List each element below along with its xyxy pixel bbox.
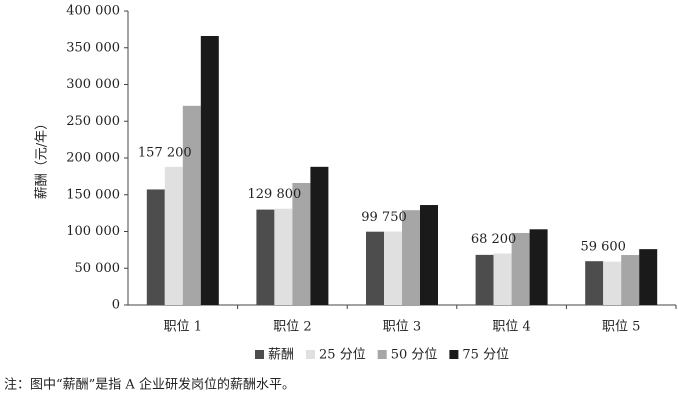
bar [200, 35, 219, 306]
bar [529, 229, 548, 305]
y-tick-label: 250 000 [66, 114, 120, 129]
bar [292, 182, 311, 305]
legend-label: 薪酬 [268, 348, 294, 363]
bar [420, 205, 438, 305]
x-tick-label: 职位 5 [602, 320, 640, 335]
y-tick-label: 100 000 [66, 224, 120, 239]
legend-label: 75 分位 [462, 348, 509, 363]
y-tick-label: 0 [112, 298, 120, 313]
bar [366, 231, 384, 305]
data-label: 68 200 [471, 232, 517, 247]
bar [639, 249, 658, 305]
bar [310, 166, 329, 305]
bar [182, 105, 201, 305]
data-label: 59 600 [580, 240, 626, 255]
legend-label: 25 分位 [319, 348, 366, 363]
x-tick-label: 职位 3 [383, 320, 421, 335]
bar [493, 253, 512, 305]
note: 注：图中“薪酬”是指 A 企业研发岗位的薪酬水平。 [4, 377, 295, 393]
bar [164, 166, 183, 305]
legend-label: 50 分位 [391, 348, 438, 363]
bar [256, 209, 275, 305]
bar [146, 189, 165, 305]
y-tick-label: 200 000 [66, 151, 120, 166]
y-tick-label: 50 000 [75, 261, 121, 276]
bar [402, 210, 420, 305]
bar [511, 232, 530, 305]
y-axis-label: 薪酬（元/年） [35, 117, 50, 199]
legend-swatch [449, 350, 459, 359]
legend-swatch [255, 350, 264, 359]
legend-swatch [306, 350, 316, 359]
bar [603, 261, 622, 305]
y-tick-label: 150 000 [66, 187, 120, 202]
x-tick-label: 职位 1 [164, 320, 202, 335]
data-label: 99 750 [361, 210, 407, 225]
legend-swatch [377, 350, 387, 359]
bar [475, 254, 494, 305]
x-tick-label: 职位 4 [492, 320, 530, 335]
bar [274, 208, 293, 305]
x-tick-label: 职位 2 [273, 320, 311, 335]
data-label: 157 200 [138, 145, 192, 160]
bar [621, 255, 640, 305]
y-tick-label: 350 000 [66, 40, 120, 55]
y-tick-label: 300 000 [66, 77, 120, 92]
y-tick-label: 400 000 [66, 4, 120, 19]
bar [585, 261, 604, 305]
data-label: 129 800 [248, 187, 302, 202]
bar [384, 231, 402, 305]
